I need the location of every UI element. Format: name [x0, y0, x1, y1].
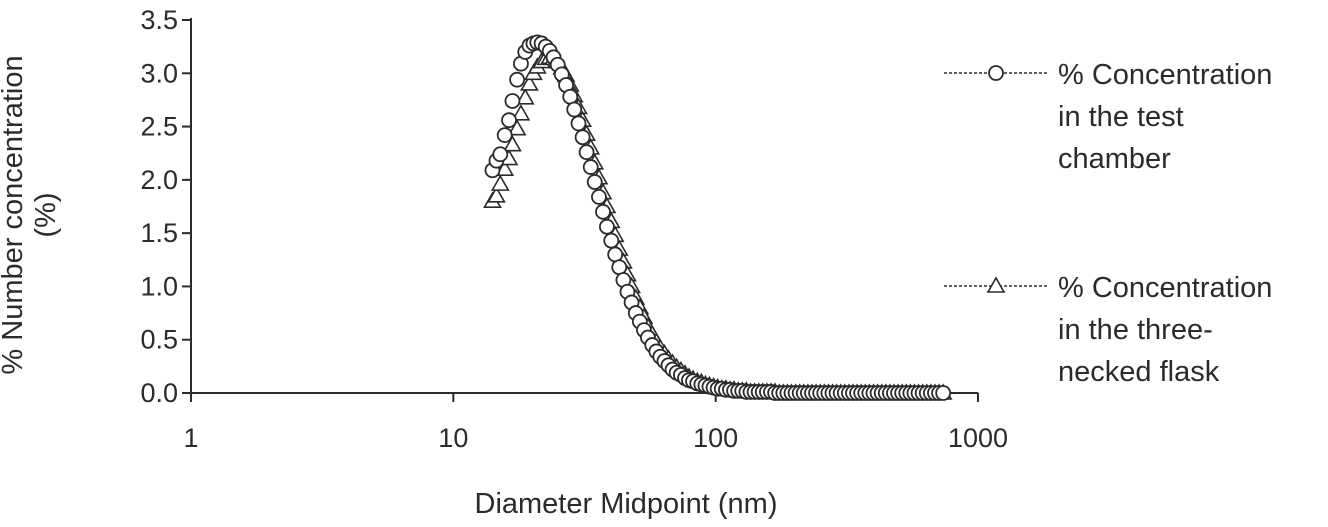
data-point-circle	[599, 218, 615, 235]
data-point-triangle	[507, 119, 527, 136]
legend-label-line: in the three-	[1058, 314, 1213, 346]
data-point-triangle	[487, 186, 506, 203]
data-point-circle	[492, 146, 509, 163]
legend-marker-circle	[988, 65, 1004, 81]
data-point-circle	[595, 203, 611, 220]
data-point-circle	[574, 129, 591, 146]
data-point-circle	[570, 115, 587, 132]
data-point-circle	[611, 259, 628, 276]
plot-area	[483, 34, 953, 401]
legend-label-line: chamber	[1058, 143, 1171, 175]
y-tick-label: 2.5	[140, 112, 178, 142]
y-tick-label: 0.5	[140, 325, 178, 355]
y-tick-label: 2.0	[140, 165, 178, 195]
data-point-circle	[509, 71, 525, 88]
chart-axes	[190, 18, 978, 394]
data-point-circle	[591, 189, 607, 205]
x-axis-title: Diameter Midpoint (nm)	[475, 488, 778, 520]
x-tick-label: 1	[183, 423, 198, 453]
data-point-circle	[603, 232, 620, 249]
series-2	[483, 47, 953, 400]
data-point-circle	[578, 144, 595, 161]
data-point-circle	[582, 159, 599, 175]
legend-label-line: % Concentration	[1058, 272, 1272, 304]
data-point-triangle	[503, 135, 522, 152]
data-point-circle	[501, 112, 517, 129]
data-point-triangle	[495, 159, 515, 176]
x-tick-label: 1000	[948, 423, 1008, 453]
y-tick-label: 1.5	[140, 218, 178, 248]
data-point-circle	[566, 101, 583, 118]
legend-marker-triangle	[986, 276, 1006, 293]
data-point-circle	[504, 93, 521, 109]
x-tick-label: 10	[438, 423, 468, 453]
data-point-circle	[607, 246, 624, 263]
y-tick-label: 0.0	[140, 378, 178, 408]
legend-label-line: % Concentration	[1058, 59, 1272, 91]
legend-label-line: necked flask	[1058, 356, 1220, 388]
data-point-circle	[562, 88, 579, 105]
y-axis-title-line: (%)	[30, 192, 62, 237]
x-tick-label: 100	[693, 423, 738, 453]
legend-entry-2: % Concentration in the three-necked flask	[944, 272, 1272, 388]
y-tick-label: 1.0	[140, 271, 178, 301]
data-point-triangle	[490, 174, 510, 191]
y-tick-label: 3.0	[140, 58, 178, 88]
data-point-circle	[496, 127, 513, 143]
data-point-circle	[586, 174, 603, 190]
legend-label-line: in the test	[1058, 101, 1184, 133]
chart-ticks: 0.0 0.5 1.0 1.5 2.0 2.5 3.0 3.5 1 10 100 1000	[140, 5, 1008, 453]
data-point-triangle	[511, 104, 531, 121]
y-axis-title: % Number concentration (%)	[0, 55, 62, 374]
data-point-triangle	[515, 88, 535, 105]
y-axis-title-line: % Number concentration	[0, 55, 29, 374]
data-point-triangle	[520, 74, 539, 91]
legend-entry-1: % Concentration in the test chamber	[944, 59, 1272, 175]
y-tick-label: 3.5	[140, 5, 178, 35]
data-point-circle	[935, 385, 952, 401]
series-1	[484, 34, 952, 401]
